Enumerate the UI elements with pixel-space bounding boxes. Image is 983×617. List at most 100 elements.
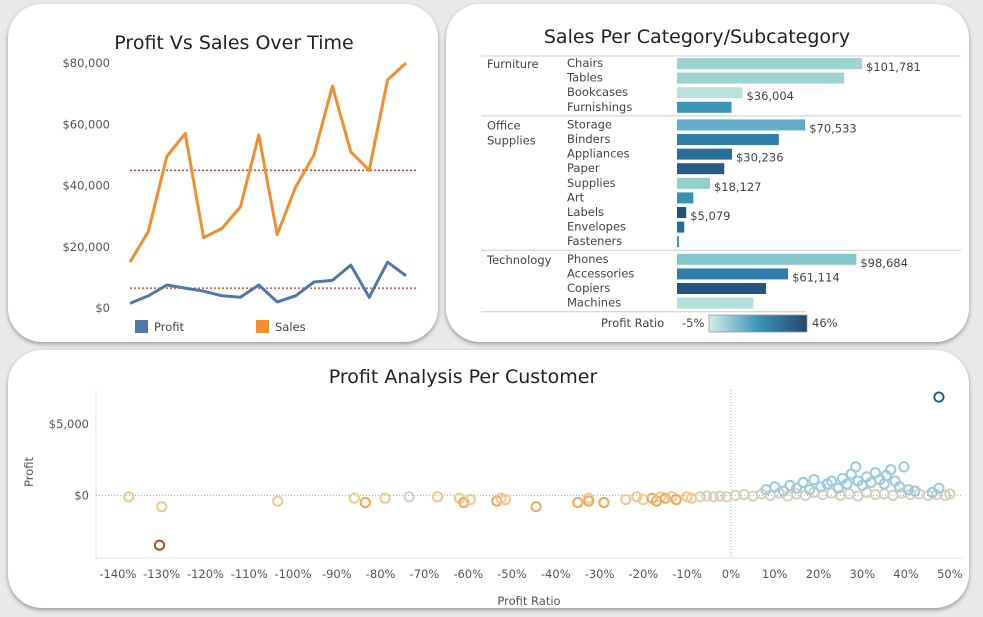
scatter-point (153, 539, 166, 551)
legend-swatch-profit (135, 320, 148, 333)
bar (677, 87, 743, 99)
scatter-point (808, 474, 820, 486)
x-tick-label: -10% (672, 567, 702, 581)
scatter-point (431, 491, 444, 503)
x-axis-title: Profit Ratio (497, 594, 560, 608)
subcategory-label: Supplies (567, 176, 616, 190)
scatter-point (878, 488, 890, 500)
scatter-point (791, 482, 803, 494)
scatter-point (156, 501, 168, 513)
x-tick-label: -40% (541, 567, 571, 581)
y-tick-label: $5,000 (49, 417, 89, 431)
scatter-point (841, 478, 853, 490)
subcategory-label: Fasteners (567, 234, 622, 248)
scatter-point (359, 496, 371, 509)
scatter-point (620, 494, 632, 506)
bar (677, 192, 694, 204)
scatter-point (826, 475, 838, 487)
bar (677, 253, 857, 265)
series-line-sales (128, 61, 408, 263)
x-tick-label: -70% (410, 567, 440, 581)
scatter-point (464, 494, 476, 506)
category-sales-bar-chart: Sales Per Category/Subcategory Furniture C… (481, 26, 961, 333)
subcategory-label: Storage (567, 117, 612, 131)
legend-label-sales: Sales (275, 320, 306, 334)
x-tick-label: -20% (628, 567, 658, 581)
scatter-point (887, 489, 899, 501)
scatter-point (707, 491, 720, 503)
x-tick-label: 40% (893, 567, 919, 581)
bar (677, 101, 732, 113)
bar (677, 297, 754, 309)
scatter-point (701, 490, 713, 502)
scatter-point (902, 484, 914, 496)
subcategory-label: Art (567, 190, 585, 204)
subcategory-label: Appliances (567, 147, 630, 161)
bar-value-label: $36,004 (746, 89, 794, 103)
bar-value-label: $18,127 (714, 180, 762, 194)
x-tick-label: 0% (722, 567, 740, 581)
category-label: Supplies (487, 133, 536, 147)
subcategory-label: Tables (566, 71, 603, 85)
scatter-point (379, 492, 391, 504)
scatter-point (869, 489, 882, 501)
scatter-point (659, 492, 671, 504)
scatter-chart-panel: Profit Analysis Per Customer $5,000 $0 -140… (8, 350, 969, 608)
subcategory-label: Machines (567, 296, 621, 310)
bar (677, 221, 685, 233)
bar-value-label: $101,781 (866, 60, 921, 74)
scatter-point (631, 491, 643, 503)
y-axis-title: Profit (22, 457, 36, 487)
category-label: Office (487, 118, 521, 132)
scatter-point (933, 391, 945, 403)
bar-value-label: $5,079 (690, 209, 730, 223)
category-label: Technology (486, 253, 552, 267)
scatter-point (898, 461, 910, 473)
scatter-point (804, 484, 816, 496)
bar (677, 72, 845, 84)
bar-chart-panel: Sales Per Category/Subcategory Furniture C… (446, 4, 969, 342)
scatter-point (720, 491, 733, 503)
subcategory-label: Phones (567, 252, 609, 266)
subcategory-label: Copiers (567, 281, 610, 295)
scatter-point (583, 495, 595, 507)
y-tick-label: $0 (95, 301, 110, 315)
subcategory-label: Chairs (567, 56, 603, 70)
x-tick-label: -60% (453, 567, 483, 581)
x-tick-label: -120% (187, 567, 224, 581)
x-tick-label: 30% (850, 567, 876, 581)
legend-label-profit: Profit (154, 320, 184, 334)
bar (677, 268, 789, 280)
y-tick-label: $0 (74, 488, 89, 502)
bar (677, 134, 779, 145)
scatter-point (909, 485, 921, 497)
bar (677, 119, 806, 131)
y-tick-label: $60,000 (62, 117, 110, 131)
subcategory-label: Furnishings (567, 100, 632, 114)
x-tick-label: -30% (585, 567, 615, 581)
scatter-point (348, 492, 360, 504)
scatter-point (714, 490, 726, 502)
scatter-point (458, 496, 470, 509)
x-tick-label: -130% (143, 567, 180, 581)
x-tick-label: 10% (762, 567, 788, 581)
bar-value-label: $61,114 (792, 270, 840, 284)
scatter-point (850, 461, 862, 473)
scatter-point (747, 490, 759, 502)
scatter-point (784, 479, 796, 491)
legend-swatch-sales (256, 320, 269, 333)
x-tick-label: -140% (99, 567, 136, 581)
scatter-point (670, 494, 682, 506)
color-legend-max: 46% (812, 316, 838, 330)
profit-sales-line-chart: Profit Vs Sales Over Time $80,000 $60,000 $… (62, 32, 418, 334)
scatter-point (738, 489, 750, 501)
subcategory-label: Accessories (567, 266, 634, 280)
category-label: Furniture (487, 57, 539, 71)
subcategory-label: Binders (567, 132, 610, 146)
series-line-profit (129, 260, 407, 305)
scatter-point (933, 482, 945, 494)
x-tick-label: -50% (497, 567, 527, 581)
customer-profit-scatter-chart: Profit Analysis Per Customer $5,000 $0 -140… (22, 366, 963, 608)
color-legend-gradient (708, 314, 808, 333)
bar (677, 148, 732, 160)
